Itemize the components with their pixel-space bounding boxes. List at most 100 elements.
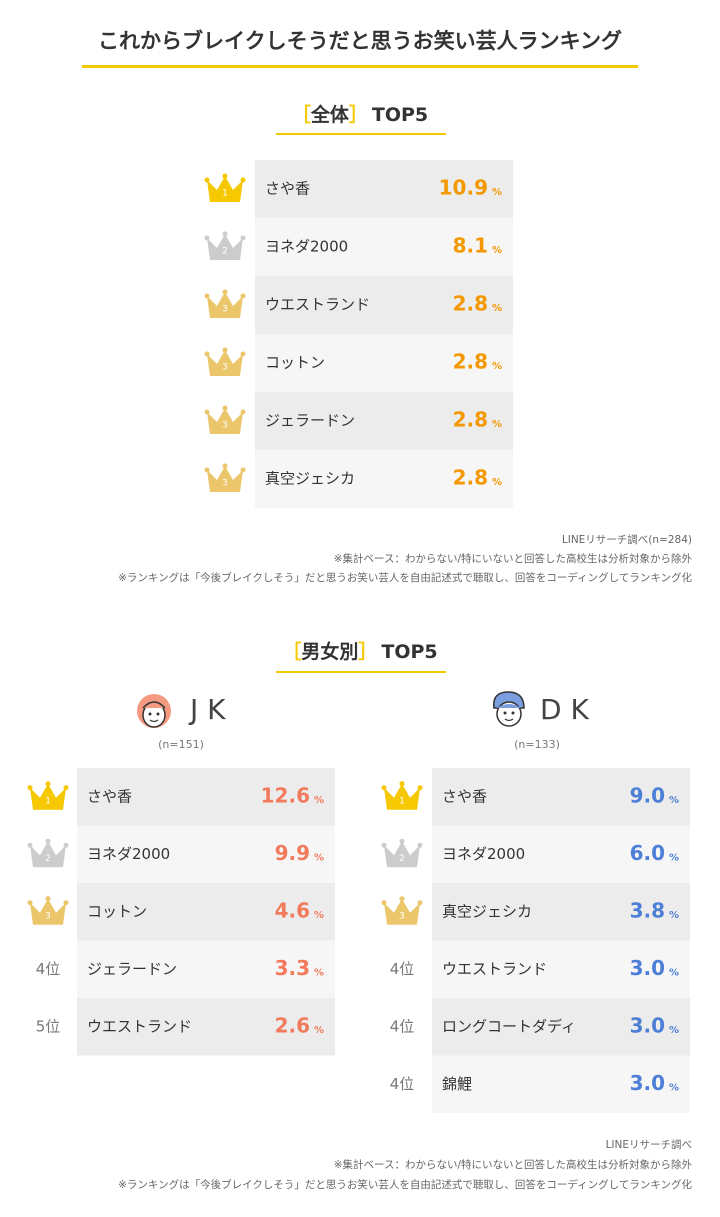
crown: 1 xyxy=(381,781,423,810)
crown-number: 2 xyxy=(45,854,51,864)
name: ロングコートダディ xyxy=(442,1017,576,1035)
name: ヨネダ2000 xyxy=(265,238,348,256)
crown-tip xyxy=(45,896,51,902)
note: ※ランキングは「今後ブレイクしそう」だと思うお笑い芸人を自由記述式で聴取し、回答… xyxy=(118,571,692,584)
name: 錦鯉 xyxy=(442,1075,472,1093)
row-background xyxy=(432,825,690,883)
crown-number: 2 xyxy=(222,247,228,257)
crown-tip xyxy=(222,347,228,353)
crown-tip xyxy=(240,351,246,357)
percent-sign: % xyxy=(669,1082,679,1093)
bracket: ［ xyxy=(292,103,311,126)
heading-suffix: TOP5 xyxy=(372,104,428,126)
crown-tip xyxy=(27,900,33,906)
percent-sign: % xyxy=(492,361,502,372)
crown-number: 3 xyxy=(222,305,228,315)
crown-tip xyxy=(204,409,210,415)
percent-sign: % xyxy=(492,419,502,430)
crown: 2 xyxy=(27,838,69,868)
percent-sign: % xyxy=(314,967,324,978)
percent-sign: % xyxy=(492,187,502,198)
value: 3.0 xyxy=(630,1013,665,1037)
percent-sign: % xyxy=(669,1025,679,1036)
rank-label: 4位 xyxy=(390,1075,415,1093)
name: さや香 xyxy=(87,787,132,805)
crown-tip xyxy=(222,405,228,411)
crown-tip xyxy=(381,900,387,906)
jk-icon xyxy=(137,694,171,728)
crown-shape xyxy=(207,350,243,376)
name: ヨネダ2000 xyxy=(442,845,525,863)
group-name: J K xyxy=(188,693,226,726)
rank-label: 4位 xyxy=(36,960,61,978)
crown-shape xyxy=(207,176,243,202)
name: ヨネダ2000 xyxy=(87,845,170,863)
percent-sign: % xyxy=(669,852,679,863)
crown-number: 2 xyxy=(399,854,405,864)
sample-size: (n=133) xyxy=(514,738,560,751)
heading-suffix: TOP5 xyxy=(381,641,437,663)
crown-number: 3 xyxy=(222,363,228,373)
note: ※ランキングは「今後ブレイクしそう」だと思うお笑い芸人を自由記述式で聴取し、回答… xyxy=(118,1178,692,1191)
crown-tip xyxy=(204,177,210,183)
crown-tip xyxy=(240,293,246,299)
value: 6.0 xyxy=(630,841,665,865)
heading-label: 全体 xyxy=(310,103,350,126)
row-background xyxy=(77,768,335,826)
crown-tip xyxy=(222,289,228,295)
crown-shape xyxy=(30,783,66,810)
crown-shape xyxy=(384,841,420,868)
crown-number: 1 xyxy=(45,796,51,806)
crown-number: 3 xyxy=(45,911,51,921)
crown: 3 xyxy=(27,896,69,925)
crown-shape xyxy=(384,783,420,810)
row-background xyxy=(255,160,513,218)
crown-tip xyxy=(63,842,69,848)
crown-tip xyxy=(417,900,423,906)
crown-number: 3 xyxy=(222,479,228,489)
row-background xyxy=(77,883,335,941)
crown-tip xyxy=(381,842,387,848)
percent-sign: % xyxy=(492,303,502,314)
crown-shape xyxy=(207,408,243,434)
name: ジェラードン xyxy=(87,960,177,978)
name: さや香 xyxy=(265,180,310,198)
crown: 3 xyxy=(204,405,246,434)
crown-tip xyxy=(240,177,246,183)
heading-underline xyxy=(276,671,446,673)
percent-sign: % xyxy=(492,245,502,256)
percent-sign: % xyxy=(314,1025,324,1036)
percent-sign: % xyxy=(314,795,324,806)
row-background xyxy=(432,1055,690,1113)
value: 9.9 xyxy=(275,841,310,865)
crown: 1 xyxy=(204,173,246,202)
title: これからブレイクしそうだと思うお笑い芸人ランキング xyxy=(98,29,622,53)
value: 2.6 xyxy=(275,1013,310,1037)
crown-tip xyxy=(417,785,423,791)
row-background xyxy=(77,940,335,998)
rank-label: 5位 xyxy=(36,1017,61,1035)
value: 2.8 xyxy=(453,292,488,316)
crown-tip xyxy=(27,842,33,848)
crown-tip xyxy=(240,409,246,415)
crown-tip xyxy=(204,467,210,473)
crown: 2 xyxy=(381,838,423,868)
crown-number: 1 xyxy=(222,189,228,199)
crown-tip xyxy=(381,785,387,791)
row-background xyxy=(77,998,335,1056)
crown-tip xyxy=(399,896,405,902)
name: ウエストランド xyxy=(87,1017,192,1035)
value: 10.9 xyxy=(439,176,488,200)
value: 9.0 xyxy=(630,783,665,807)
value: 12.6 xyxy=(261,783,310,807)
percent-sign: % xyxy=(669,967,679,978)
bracket: ［ xyxy=(282,640,301,663)
crown: 3 xyxy=(204,347,246,376)
crown-tip xyxy=(63,900,69,906)
row-background xyxy=(255,276,513,334)
name: コットン xyxy=(87,902,147,920)
crown-tip xyxy=(204,293,210,299)
row-background xyxy=(77,825,335,883)
crown: 3 xyxy=(381,896,423,925)
section-heading: ［男女別］ TOP5 xyxy=(282,640,437,663)
